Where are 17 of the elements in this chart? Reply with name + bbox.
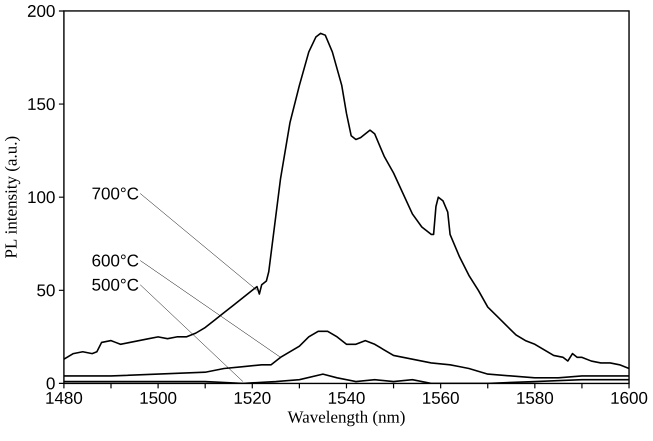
y-tick-label: 0: [46, 377, 55, 390]
annotation: 700°C: [92, 187, 138, 200]
x-tick-label: 1560: [423, 392, 459, 404]
annotation: 500°C: [92, 278, 138, 291]
y-tick-label: 50: [37, 284, 55, 296]
y-axis-title: PL intensity (a.u.): [4, 136, 20, 258]
x-tick-label: 1480: [46, 392, 82, 404]
x-tick-label: 1500: [140, 392, 176, 404]
annotation: 600°C: [92, 254, 138, 266]
x-tick-label: 1520: [234, 392, 270, 404]
x-tick-label: 1580: [517, 392, 554, 404]
x-tick-label: 1600: [611, 392, 648, 404]
y-tick-label: 200: [28, 4, 55, 17]
y-tick-label: 100: [28, 191, 55, 204]
x-axis-title: Wavelength (nm): [288, 410, 405, 426]
x-tick-label: 1540: [328, 392, 365, 404]
y-tick-label: 150: [28, 98, 55, 110]
